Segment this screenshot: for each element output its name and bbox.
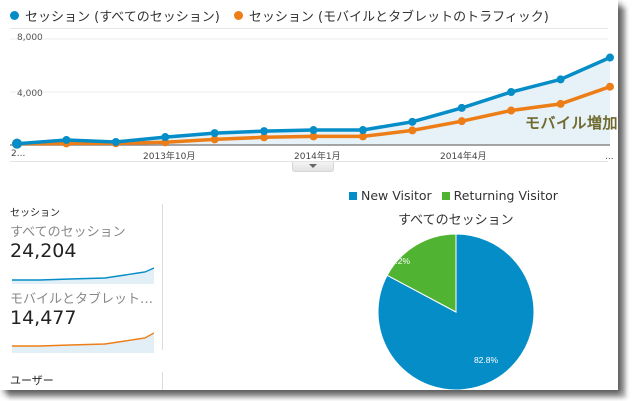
pie-title: すべてのセッション [398,213,514,228]
legend-square-icon [441,191,450,200]
y-tick-label: 8,000 [17,33,43,43]
pie-chart[interactable]: 82.8% 17.2% [378,232,534,390]
mobile-increase-annotation: モバイル増加 [525,114,618,132]
sparkline-mobile-sessions [12,332,154,353]
panel-separator [162,372,163,390]
series-dot-icon [10,11,19,20]
legend-label: Returning Visitor [453,188,558,203]
legend-item-new-visitor[interactable]: New Visitor [349,188,432,203]
x-tick-label: 2014年1月 [294,152,341,162]
divider [10,28,608,29]
legend-item-all-sessions[interactable]: セッション (すべてのセッション) [10,6,220,25]
line-chart-plot [10,38,614,149]
chart-legend: セッション (すべてのセッション) セッション (モバイルとタブレットのトラフィ… [10,6,549,25]
series-dot-icon [233,11,243,20]
segment-label: すべてのセッション [10,225,126,240]
scorecard-panel: セッション すべてのセッション 24,204 モバイルとタブレット… 14,47… [10,204,156,353]
legend-label: セッション (モバイルとタブレットのトラフィック) [248,10,549,25]
legend-item-mobile-sessions[interactable]: セッション (モバイルとタブレットのトラフィック) [233,6,549,25]
legend-label: セッション (すべてのセッション) [25,10,220,25]
x-tick-label: 2013年10月 [143,152,196,162]
x-tick-label: 2014年4月 [440,152,487,162]
segment-label: モバイルとタブレット… [10,292,154,307]
divider [10,161,608,162]
slice-label: 17.2% [386,256,411,266]
legend-item-returning-visitor[interactable]: Returning Visitor [441,188,558,203]
panel-separator [162,204,163,350]
x-tick-label: ... [605,152,614,162]
sparkline-all-sessions [12,267,154,284]
metric-title: ユーザー [10,374,54,387]
legend-label: New Visitor [361,188,432,203]
x-tick-label: 2... [11,149,26,159]
y-tick-label: 4,000 [17,89,43,99]
legend-square-icon [349,191,357,200]
analytics-panel: セッション (すべてのセッション) セッション (モバイルとタブレットのトラフィ… [0,0,618,390]
metric-title: セッション [10,208,60,219]
collapse-chart-button[interactable] [292,162,334,172]
segment-value: 24,204 [10,240,77,262]
slice-label: 82.8% [474,355,499,365]
line-chart[interactable]: 8,000 4,000 2... 2013年10月 2014年1月 2014年4… [0,0,618,175]
pie-legend: New Visitor Returning Visitor [349,188,558,203]
segment-value: 14,477 [10,307,77,329]
